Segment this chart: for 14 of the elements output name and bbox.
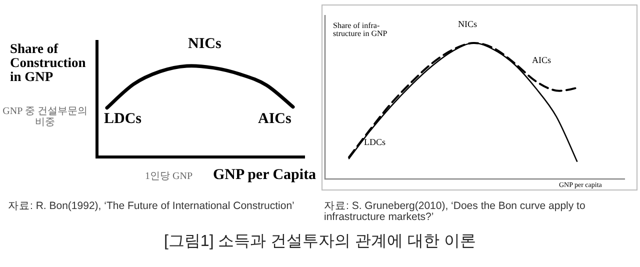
text: GNP 중 건설부문의 비중 — [2, 106, 88, 128]
text: [그림1] 소득과 건설투자의 관계에 대한 이론 — [162, 233, 477, 251]
annotation: LDCs — [104, 111, 143, 128]
text: 1인당 GNP — [145, 171, 194, 182]
text: 자료: S. Gruneberg(2010), ‘Does the Bon curve apply to infrastructure markets?’ — [324, 200, 586, 224]
text: NICs — [188, 36, 222, 53]
text: NICs — [458, 19, 478, 30]
annotation: AICs — [532, 55, 552, 66]
text: 자료: R. Bon(1992), ‘The Future of International Construction’ — [8, 200, 296, 212]
y-axis-title: Share of infra-structure in GNP — [333, 21, 388, 39]
x-axis-title: GNP per Capita — [213, 167, 318, 184]
annotation: AICs — [258, 111, 292, 128]
y-axis-title: Share of Construction in GNP — [10, 41, 87, 85]
annotation: LDCs — [364, 137, 387, 148]
